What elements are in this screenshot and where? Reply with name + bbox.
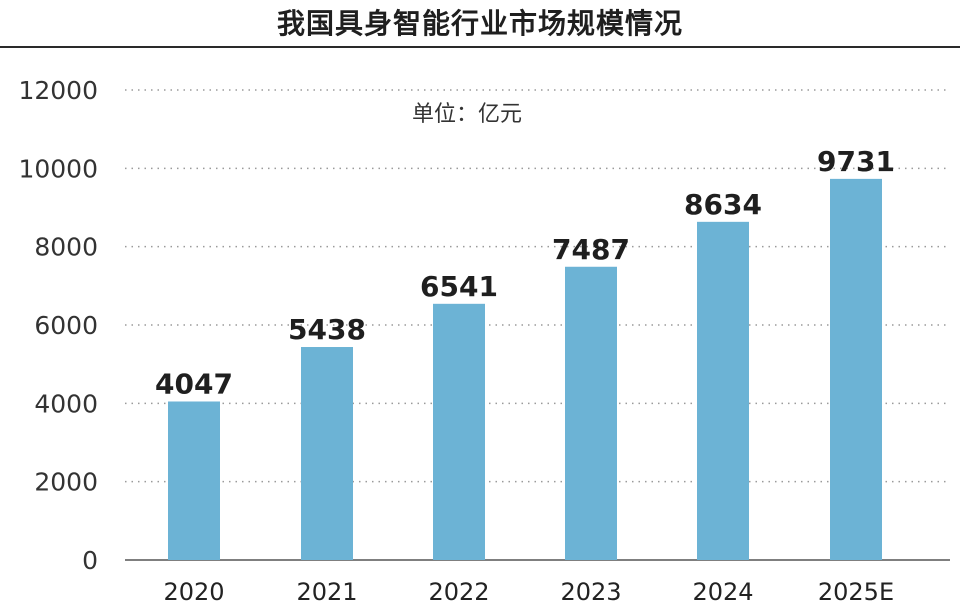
data-label: 9731 [817,145,895,178]
data-label: 7487 [552,233,630,266]
y-tick-label: 4000 [34,389,98,418]
x-tick-label: 2023 [560,578,621,603]
y-tick-label: 10000 [18,154,98,183]
bar [565,266,617,560]
chart-title: 我国具身智能行业市场规模情况 [276,7,683,40]
x-tick-label: 2022 [428,578,489,603]
bar [433,303,485,560]
title-divider [0,46,960,48]
unit-label: 单位：亿元 [412,102,523,127]
bar [697,221,749,560]
y-tick-label: 6000 [34,311,98,340]
y-tick-label: 0 [82,546,98,575]
y-tick-label: 8000 [34,233,98,262]
data-label: 8634 [684,188,762,221]
x-tick-label: 2025E [818,578,894,603]
x-tick-label: 2024 [692,578,753,603]
bar [168,401,220,560]
x-tick-label: 2021 [296,578,357,603]
y-tick-label: 12000 [18,76,98,105]
data-label: 4047 [155,367,233,400]
bar [301,347,353,560]
data-label: 6541 [420,270,498,303]
x-tick-label: 2020 [163,578,224,603]
bar [830,178,882,560]
y-tick-label: 2000 [34,468,98,497]
data-label: 5438 [288,313,366,346]
